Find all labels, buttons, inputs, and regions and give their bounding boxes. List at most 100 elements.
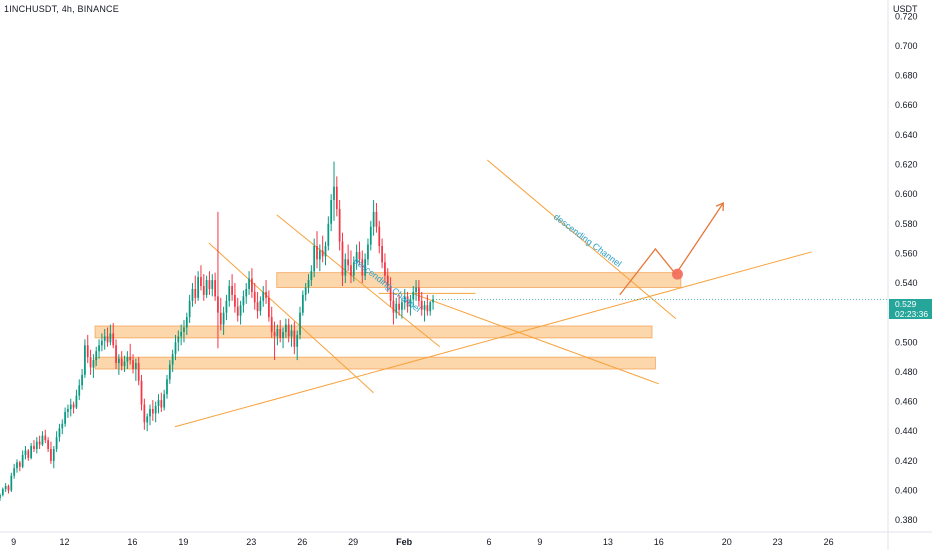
candle [55,431,58,452]
x-tick-label: 26 [824,537,834,547]
candle [86,334,89,364]
y-tick-label: 0.660 [895,100,918,110]
candle [219,297,222,331]
candle-body [251,278,253,292]
candle-body [324,245,327,257]
candle [208,271,211,295]
candle-body [7,486,10,491]
candle-body [265,291,267,298]
projection-path [619,202,724,296]
candle [301,290,304,316]
y-tick-label: 0.600 [895,189,918,199]
candle [0,493,1,501]
channel-label-2: descending Channel [552,212,624,269]
candle-body [395,303,398,313]
candle [44,429,47,444]
candle-body [188,300,191,318]
candle-body [50,449,52,461]
candle-body [140,380,143,405]
candle-body [310,271,313,281]
candle-body [24,450,27,455]
candle [287,318,290,343]
candle-body [426,305,429,312]
y-tick-label: 0.680 [895,71,918,81]
candle-body [10,475,13,491]
candle-body [81,374,83,386]
candle-body [375,211,378,227]
symbol-title: 1INCHUSDT, 4h, BINANCE [4,4,119,14]
x-tick-label: 20 [722,537,732,547]
x-tick-label: 9 [537,537,542,547]
candle-body [378,226,381,246]
candle-body [197,277,200,298]
candle-body [316,245,318,260]
candle [403,288,406,310]
candle-body [174,342,177,355]
candle [347,244,350,272]
candle [282,327,284,349]
candle-body [95,351,98,361]
candle-body [101,340,103,346]
candle-body [75,395,78,408]
y-axis: 0.720 0.700 0.680 0.660 0.640 0.620 0.600 0.580… [887,0,918,550]
candle [290,324,293,347]
candle-body [307,280,310,288]
candle [355,244,358,270]
candle-body [132,360,134,369]
candle-body [168,364,171,380]
candle [426,294,429,316]
candle-body [129,357,132,361]
candle-body [52,449,55,461]
candle [401,297,403,319]
candle [202,274,205,301]
candle-body [355,251,358,263]
candle [200,265,202,291]
candles-layer [0,161,434,501]
candle-body [84,345,86,375]
candle-body [211,280,214,289]
candle [132,354,134,374]
candle [318,244,321,272]
y-tick-label: 0.640 [895,130,918,140]
candle-body [301,294,304,313]
trendline [208,242,374,394]
candle [350,250,352,284]
candle [30,443,33,460]
candle-body [372,211,375,227]
x-tick-label: 16 [654,537,664,547]
candle [369,220,372,251]
annotation-layer: descending Channel descending Channel [352,212,624,314]
candle [84,339,86,378]
candle [364,253,366,281]
candle-body [35,441,38,450]
candle [151,400,154,421]
candle-body [290,330,293,337]
candle-body [386,275,389,287]
candle [7,484,10,494]
candle-body [38,441,41,445]
candle-body [282,331,284,338]
candle [24,446,27,460]
candle-body [21,454,24,467]
candle [395,297,398,319]
candle [214,272,216,301]
candle [149,404,151,426]
candle-body [163,394,166,408]
candle [307,274,310,294]
candle-body [338,208,341,242]
x-tick-label: 23 [246,537,256,547]
x-tick-label: 29 [348,537,358,547]
candle [296,330,299,361]
candle [268,290,270,322]
y-tick-label: 0.620 [895,159,918,169]
candle-body [157,400,160,407]
candle-body [364,259,366,276]
supply-demand-zone [94,325,653,339]
candle-body [228,286,231,301]
candle-body [231,286,233,295]
candle-body [406,296,409,307]
candle-body [86,345,89,358]
candle [92,354,95,378]
